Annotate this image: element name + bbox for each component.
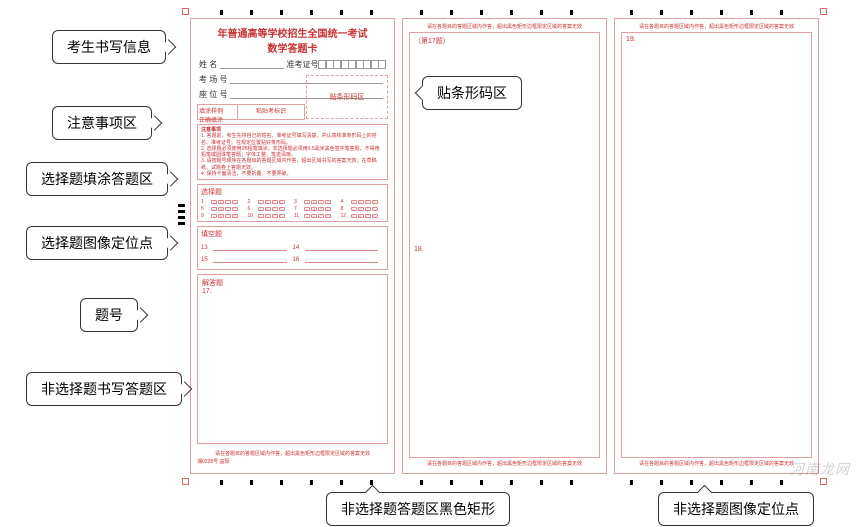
fill-box: 填空题 13 14 15 16 — [197, 226, 388, 270]
notice-strip: 填涂样例 正确填涂 粘贴考标识 — [197, 104, 305, 120]
marker-label: 粘贴考标识 — [238, 105, 304, 119]
callout-black-rect: 非选择题答题区黑色矩形 — [326, 492, 510, 526]
column-instruction: 请在各题目的答题区域内作答，超出黑色矩形边框限定区域的答案无效 — [195, 450, 390, 457]
selection-item: 10ABCD — [248, 213, 292, 219]
column-instruction: 请在各题目的答题区域内作答，超出黑色矩形边框限定区域的答案无效 — [619, 460, 814, 467]
selection-item: 8ABCD — [341, 206, 385, 212]
free-answer-box: 解答题 17. — [197, 274, 388, 444]
continuation-label: （第17题） — [414, 36, 595, 46]
selection-item: 3ABCD — [294, 199, 338, 205]
selection-item: 9ABCD — [201, 213, 245, 219]
column-1: 年普通高等学校招生全国统一考试 数学答题卡 姓 名 准考证号 考 场 号 座 位… — [190, 18, 395, 474]
title-main: 年普通高等学校招生全国统一考试 — [191, 25, 394, 40]
callout-notice-area: 注意事项区 — [52, 106, 152, 140]
notice-line: 2. 选择题必须使用2B铅笔填涂；非选择题必须用0.5毫米黑色签字笔答题，不得用… — [201, 146, 384, 159]
column-instruction: 请在各题目的答题区域内作答，超出黑色矩形边框限定区域的答案无效 — [619, 23, 814, 30]
fill-example-label: 填涂样例 — [199, 106, 236, 115]
fill-title: 填空题 — [201, 229, 384, 239]
reg-mark — [182, 8, 189, 15]
selection-title: 选择题 — [201, 187, 384, 197]
admission-label: 准考证号 — [287, 59, 319, 70]
watermark: 河南龙网 — [790, 459, 850, 479]
callout-barcode: 贴条形码区 — [422, 76, 522, 110]
title-sub: 数学答题卡 — [191, 40, 394, 55]
column-instruction: 请在各题目的答题区域内作答，超出黑色矩形边框限定区域的答案无效 — [407, 460, 602, 467]
bottom-timing-marks — [190, 480, 820, 485]
selection-item: 12ABCD — [341, 213, 385, 219]
notice-line: 1. 答题前，考生先将自己的姓名、准考证号填写清楚，并认真核准条形码上的姓名、准… — [201, 133, 384, 146]
fill-num: 15 — [201, 257, 213, 263]
free-answer-first-number: 17. — [202, 288, 383, 295]
callout-selection-locator: 选择题图像定位点 — [26, 226, 168, 260]
fill-num: 14 — [293, 245, 305, 251]
question-number: 19. — [626, 36, 807, 43]
selection-item: 7ABCD — [294, 206, 338, 212]
name-label: 姓 名 — [199, 59, 217, 70]
selection-grid: 1ABCD2ABCD3ABCD4ABCD 5ABCD6ABCD7ABCD8ABCD… — [201, 199, 384, 219]
seat-label: 座 位 号 — [199, 89, 227, 100]
fill-num: 13 — [201, 245, 213, 251]
admission-boxes — [319, 60, 387, 69]
reg-mark — [182, 478, 189, 485]
barcode-zone-label: 贴条形码区 — [330, 92, 365, 102]
question-number: 18. — [414, 246, 595, 253]
footer-code: 湘0228号 益阳 — [197, 458, 388, 465]
selection-box: 选择题 1ABCD2ABCD3ABCD4ABCD 5ABCD6ABCD7ABCD8… — [197, 184, 388, 222]
inner-answer-box: 19. — [621, 32, 812, 458]
reg-mark — [820, 8, 827, 15]
selection-item: 1ABCD — [201, 199, 245, 205]
selection-item: 11ABCD — [294, 213, 338, 219]
info-name-row: 姓 名 准考证号 — [199, 59, 386, 70]
callout-selection-fill: 选择题填涂答题区 — [26, 162, 168, 196]
fill-num: 16 — [293, 257, 305, 263]
column-instruction: 请在各题目的答题区域内作答，超出黑色矩形边框限定区域的答案无效 — [407, 23, 602, 30]
reg-mark — [820, 478, 827, 485]
selection-locator-ticks — [178, 204, 188, 228]
notice-line: 4. 保持卡面清洁，不要折叠、不要弄破。 — [201, 171, 384, 177]
callout-free-answer-area: 非选择题书写答题区 — [26, 372, 182, 406]
selection-item: 4ABCD — [341, 199, 385, 205]
top-timing-marks — [190, 10, 820, 15]
callout-locator: 非选择题图像定位点 — [658, 492, 814, 526]
selection-item: 2ABCD — [248, 199, 292, 205]
notice-box: 注意事项 1. 答题前，考生先将自己的姓名、准考证号填写清楚，并认真核准条形码上… — [197, 124, 388, 180]
callout-question-number: 题号 — [80, 298, 138, 332]
selection-item: 6ABCD — [248, 206, 292, 212]
notice-line: 3. 请按题号顺序在各题目的答题区域内作答，超出区域书写的答案无效；在草稿纸、试… — [201, 158, 384, 171]
column-3: 请在各题目的答题区域内作答，超出黑色矩形边框限定区域的答案无效 19. 请在各题… — [614, 18, 819, 474]
selection-item: 5ABCD — [201, 206, 245, 212]
callout-candidate-info: 考生书写信息 — [52, 30, 166, 64]
correct-fill-label: 正确填涂 — [199, 115, 236, 124]
barcode-zone: 贴条形码区 — [306, 75, 388, 119]
room-label: 考 场 号 — [199, 74, 227, 85]
free-answer-title: 解答题 — [202, 278, 383, 288]
